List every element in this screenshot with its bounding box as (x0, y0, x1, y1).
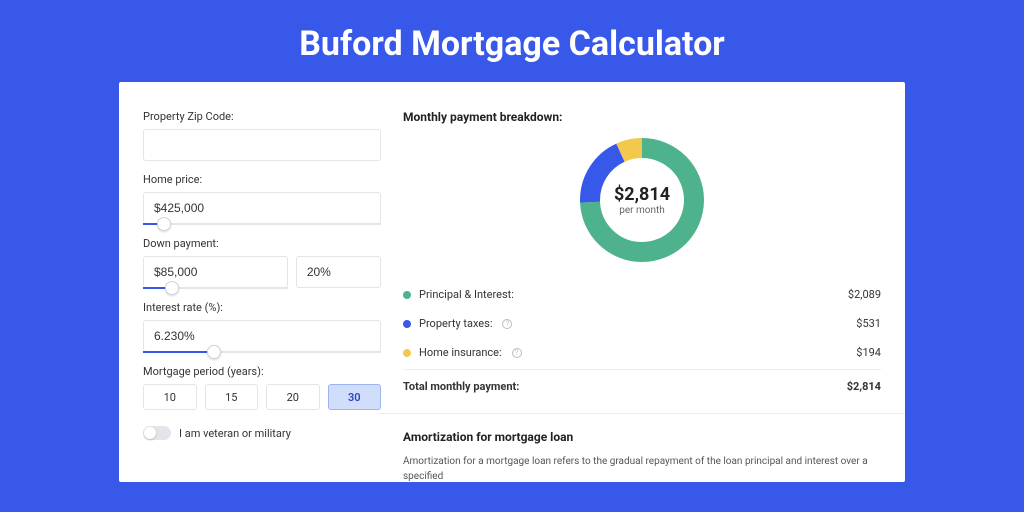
interest-rate-label: Interest rate (%): (143, 301, 381, 314)
legend-value: $2,089 (848, 288, 881, 301)
period-button-30[interactable]: 30 (328, 384, 382, 410)
zip-input[interactable] (143, 129, 381, 161)
veteran-label: I am veteran or military (179, 427, 291, 440)
amortization-text: Amortization for a mortgage loan refers … (403, 454, 881, 482)
donut-center-value: $2,814 (614, 184, 670, 205)
legend-dot (403, 291, 411, 299)
zip-label: Property Zip Code: (143, 110, 381, 123)
legend-value: $194 (856, 346, 881, 359)
form-panel: Property Zip Code: Home price: Down paym… (143, 110, 381, 482)
total-value: $2,814 (847, 380, 881, 393)
period-button-20[interactable]: 20 (266, 384, 320, 410)
info-icon[interactable]: ? (502, 319, 512, 329)
donut-center-sub: per month (619, 205, 665, 216)
donut-wrap: $2,814 per month (403, 138, 881, 262)
interest-rate-group: Interest rate (%): (143, 301, 381, 353)
zip-group: Property Zip Code: (143, 110, 381, 161)
calculator-card: Property Zip Code: Home price: Down paym… (119, 82, 905, 482)
legend-row: Property taxes:? $531 (403, 309, 881, 338)
interest-rate-slider[interactable] (143, 351, 381, 353)
home-price-group: Home price: (143, 173, 381, 225)
period-button-10[interactable]: 10 (143, 384, 197, 410)
payment-donut-chart: $2,814 per month (580, 138, 704, 262)
results-panel: Monthly payment breakdown: $2,814 per mo… (403, 110, 881, 482)
legend-label: Principal & Interest: (419, 288, 514, 301)
legend-label: Property taxes: (419, 317, 492, 330)
legend-dot (403, 320, 411, 328)
total-row: Total monthly payment: $2,814 (403, 369, 881, 401)
mortgage-period-label: Mortgage period (years): (143, 365, 381, 378)
legend-row: Principal & Interest: $2,089 (403, 280, 881, 309)
legend-row: Home insurance:? $194 (403, 338, 881, 367)
home-price-slider[interactable] (143, 223, 381, 225)
section-divider (379, 413, 905, 414)
down-payment-percent-input[interactable] (296, 256, 381, 288)
down-payment-group: Down payment: (143, 237, 381, 289)
amortization-title: Amortization for mortgage loan (403, 430, 881, 444)
interest-rate-input[interactable] (143, 320, 381, 352)
veteran-row: I am veteran or military (143, 426, 381, 440)
legend-label: Home insurance: (419, 346, 502, 359)
home-price-input[interactable] (143, 192, 381, 224)
legend-dot (403, 349, 411, 357)
down-payment-amount-input[interactable] (143, 256, 288, 288)
page-title: Buford Mortgage Calculator (0, 0, 1024, 82)
mortgage-period-group: Mortgage period (years): 10 15 20 30 (143, 365, 381, 410)
info-icon[interactable]: ? (512, 348, 522, 358)
legend-value: $531 (856, 317, 881, 330)
veteran-toggle[interactable] (143, 426, 171, 440)
breakdown-title: Monthly payment breakdown: (403, 110, 881, 124)
home-price-label: Home price: (143, 173, 381, 186)
period-button-15[interactable]: 15 (205, 384, 259, 410)
down-payment-slider[interactable] (143, 287, 288, 289)
down-payment-label: Down payment: (143, 237, 381, 250)
total-label: Total monthly payment: (403, 380, 519, 393)
